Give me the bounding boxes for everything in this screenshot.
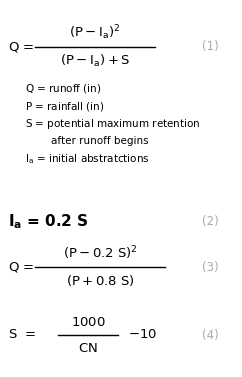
Text: $\mathregular{S}$  =: $\mathregular{S}$ = [8, 328, 37, 342]
Text: $\mathregular{(P - 0.2\ S)^2}$: $\mathregular{(P - 0.2\ S)^2}$ [63, 244, 137, 262]
Text: $\mathregular{(P + 0.8\ S)}$: $\mathregular{(P + 0.8\ S)}$ [66, 273, 134, 288]
Text: $\mathregular{(P-I_a)^2}$: $\mathregular{(P-I_a)^2}$ [69, 24, 121, 42]
Text: $\mathregular{Q}$ = runoff (in): $\mathregular{Q}$ = runoff (in) [25, 83, 101, 95]
Text: (3): (3) [202, 261, 218, 273]
Text: $\mathregular{Q}$ =: $\mathregular{Q}$ = [8, 260, 34, 274]
Text: $\mathregular{CN}$: $\mathregular{CN}$ [78, 342, 98, 354]
Text: (2): (2) [202, 216, 218, 228]
Text: $\mathregular{(P - I_a) + S}$: $\mathregular{(P - I_a) + S}$ [60, 53, 130, 69]
Text: $\mathregular{I_a}$ = initial abstratctions: $\mathregular{I_a}$ = initial abstratcti… [25, 152, 150, 166]
Text: $\mathregular{1000}$: $\mathregular{1000}$ [71, 316, 106, 328]
Text: $\mathregular{S}$ = potential maximum retention: $\mathregular{S}$ = potential maximum re… [25, 117, 201, 131]
Text: $\mathregular{P}$ = rainfall (in): $\mathregular{P}$ = rainfall (in) [25, 100, 104, 113]
Text: $\mathregular{- 10}$: $\mathregular{- 10}$ [128, 328, 157, 342]
Text: after runoff begins: after runoff begins [25, 136, 149, 147]
Text: (1): (1) [202, 40, 218, 54]
Text: $\mathregular{I_a}$ = 0.2 S: $\mathregular{I_a}$ = 0.2 S [8, 213, 89, 231]
Text: (4): (4) [202, 328, 218, 342]
Text: $\mathregular{Q}$ =: $\mathregular{Q}$ = [8, 40, 34, 54]
